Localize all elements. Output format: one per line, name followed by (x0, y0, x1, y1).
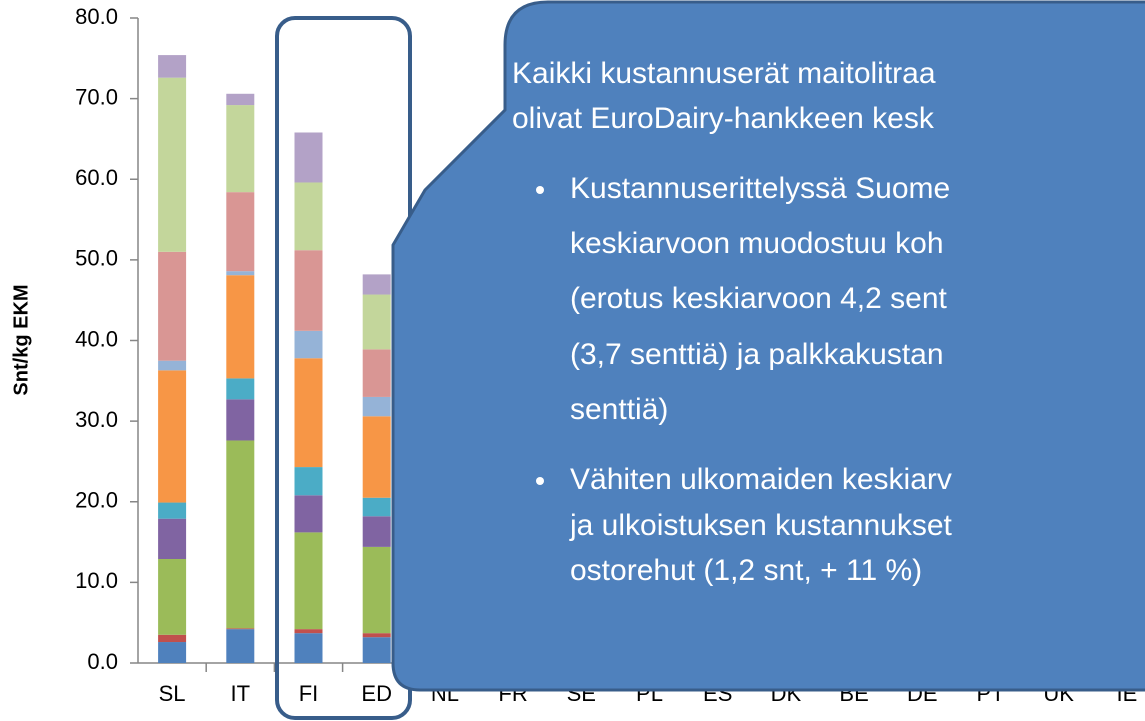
bar-segment (226, 192, 255, 272)
bar-segment (158, 370, 187, 503)
bar-segment (294, 250, 323, 331)
x-tick-label: IT (231, 681, 251, 706)
x-tick-label: SL (159, 681, 186, 706)
y-tick-label: 40.0 (75, 326, 118, 351)
y-tick-label: 0.0 (87, 649, 118, 674)
y-tick-label: 10.0 (75, 568, 118, 593)
bar-segment (294, 633, 323, 663)
bar-segment (226, 378, 255, 400)
callout (391, 0, 1145, 692)
callout-bullet-line: ostorehut (1,2 snt, + 11 %) (570, 554, 922, 587)
bar-segment (226, 105, 255, 193)
y-tick-label: 50.0 (75, 246, 118, 271)
bar-segment (158, 634, 187, 643)
bullet (536, 186, 544, 194)
bar-segment (362, 516, 391, 547)
callout-bullet-line: Vähiten ulkomaiden keskiarv (570, 463, 952, 496)
bar-segment (158, 77, 187, 252)
y-tick-label: 70.0 (75, 84, 118, 109)
callout-bullet-line: (erotus keskiarvoon 4,2 sent (570, 282, 948, 315)
callout-line: olivat EuroDairy-hankkeen kesk (512, 102, 935, 135)
bar-segment (362, 546, 391, 634)
bar-segment (226, 399, 255, 441)
bar-segment (362, 349, 391, 397)
callout-bullet-line: ja ulkoistuksen kustannukset (569, 509, 953, 542)
bar-segment (362, 637, 391, 663)
bar-segment (226, 440, 255, 629)
y-tick-label: 60.0 (75, 165, 118, 190)
bar-segment (362, 396, 391, 417)
callout-bullet-line: keskiarvoon muodostuu koh (570, 227, 944, 260)
bar-segment (362, 416, 391, 498)
bar-segment (294, 495, 323, 533)
bar-segment (158, 642, 187, 663)
bar-segment (362, 294, 391, 350)
bar-segment (158, 502, 187, 519)
bar-segment (158, 558, 187, 635)
bar-segment (294, 132, 323, 183)
bar-segment (158, 55, 187, 78)
bar-segment (226, 628, 255, 630)
bar-segment (294, 182, 323, 251)
bar-segment (158, 251, 187, 361)
bar-segment (158, 360, 187, 371)
bar-segment (362, 633, 391, 638)
y-axis-title: Snt/kg EKM (10, 284, 32, 395)
bar-segment (226, 93, 255, 106)
bar-segment (294, 532, 323, 630)
y-tick-label: 80.0 (75, 4, 118, 29)
bar-segment (226, 271, 255, 276)
bar-segment (226, 629, 255, 663)
bar-segment (362, 497, 391, 517)
bar-segment (294, 330, 323, 359)
callout-bullet-line: (3,7 senttiä) ja palkkakustan (570, 338, 944, 371)
x-tick-label: FI (299, 681, 319, 706)
bullet (536, 477, 544, 485)
y-tick-label: 30.0 (75, 407, 118, 432)
bar-segment (294, 358, 323, 468)
callout-text: Kaikki kustannuserät maitolitraa olivat E… (512, 57, 953, 587)
bar-segment (226, 275, 255, 379)
bar-segment (158, 518, 187, 559)
y-tick-label: 20.0 (75, 488, 118, 513)
x-tick-label: ED (361, 681, 392, 706)
callout-bullet-line: Kustannuserittelyssä Suome (570, 172, 950, 205)
bar-segment (294, 629, 323, 634)
callout-bullet-line: senttiä) (570, 393, 668, 426)
bar-segment (362, 274, 391, 295)
callout-line: Kaikki kustannuserät maitolitraa (512, 57, 936, 90)
bar-segment (294, 467, 323, 496)
